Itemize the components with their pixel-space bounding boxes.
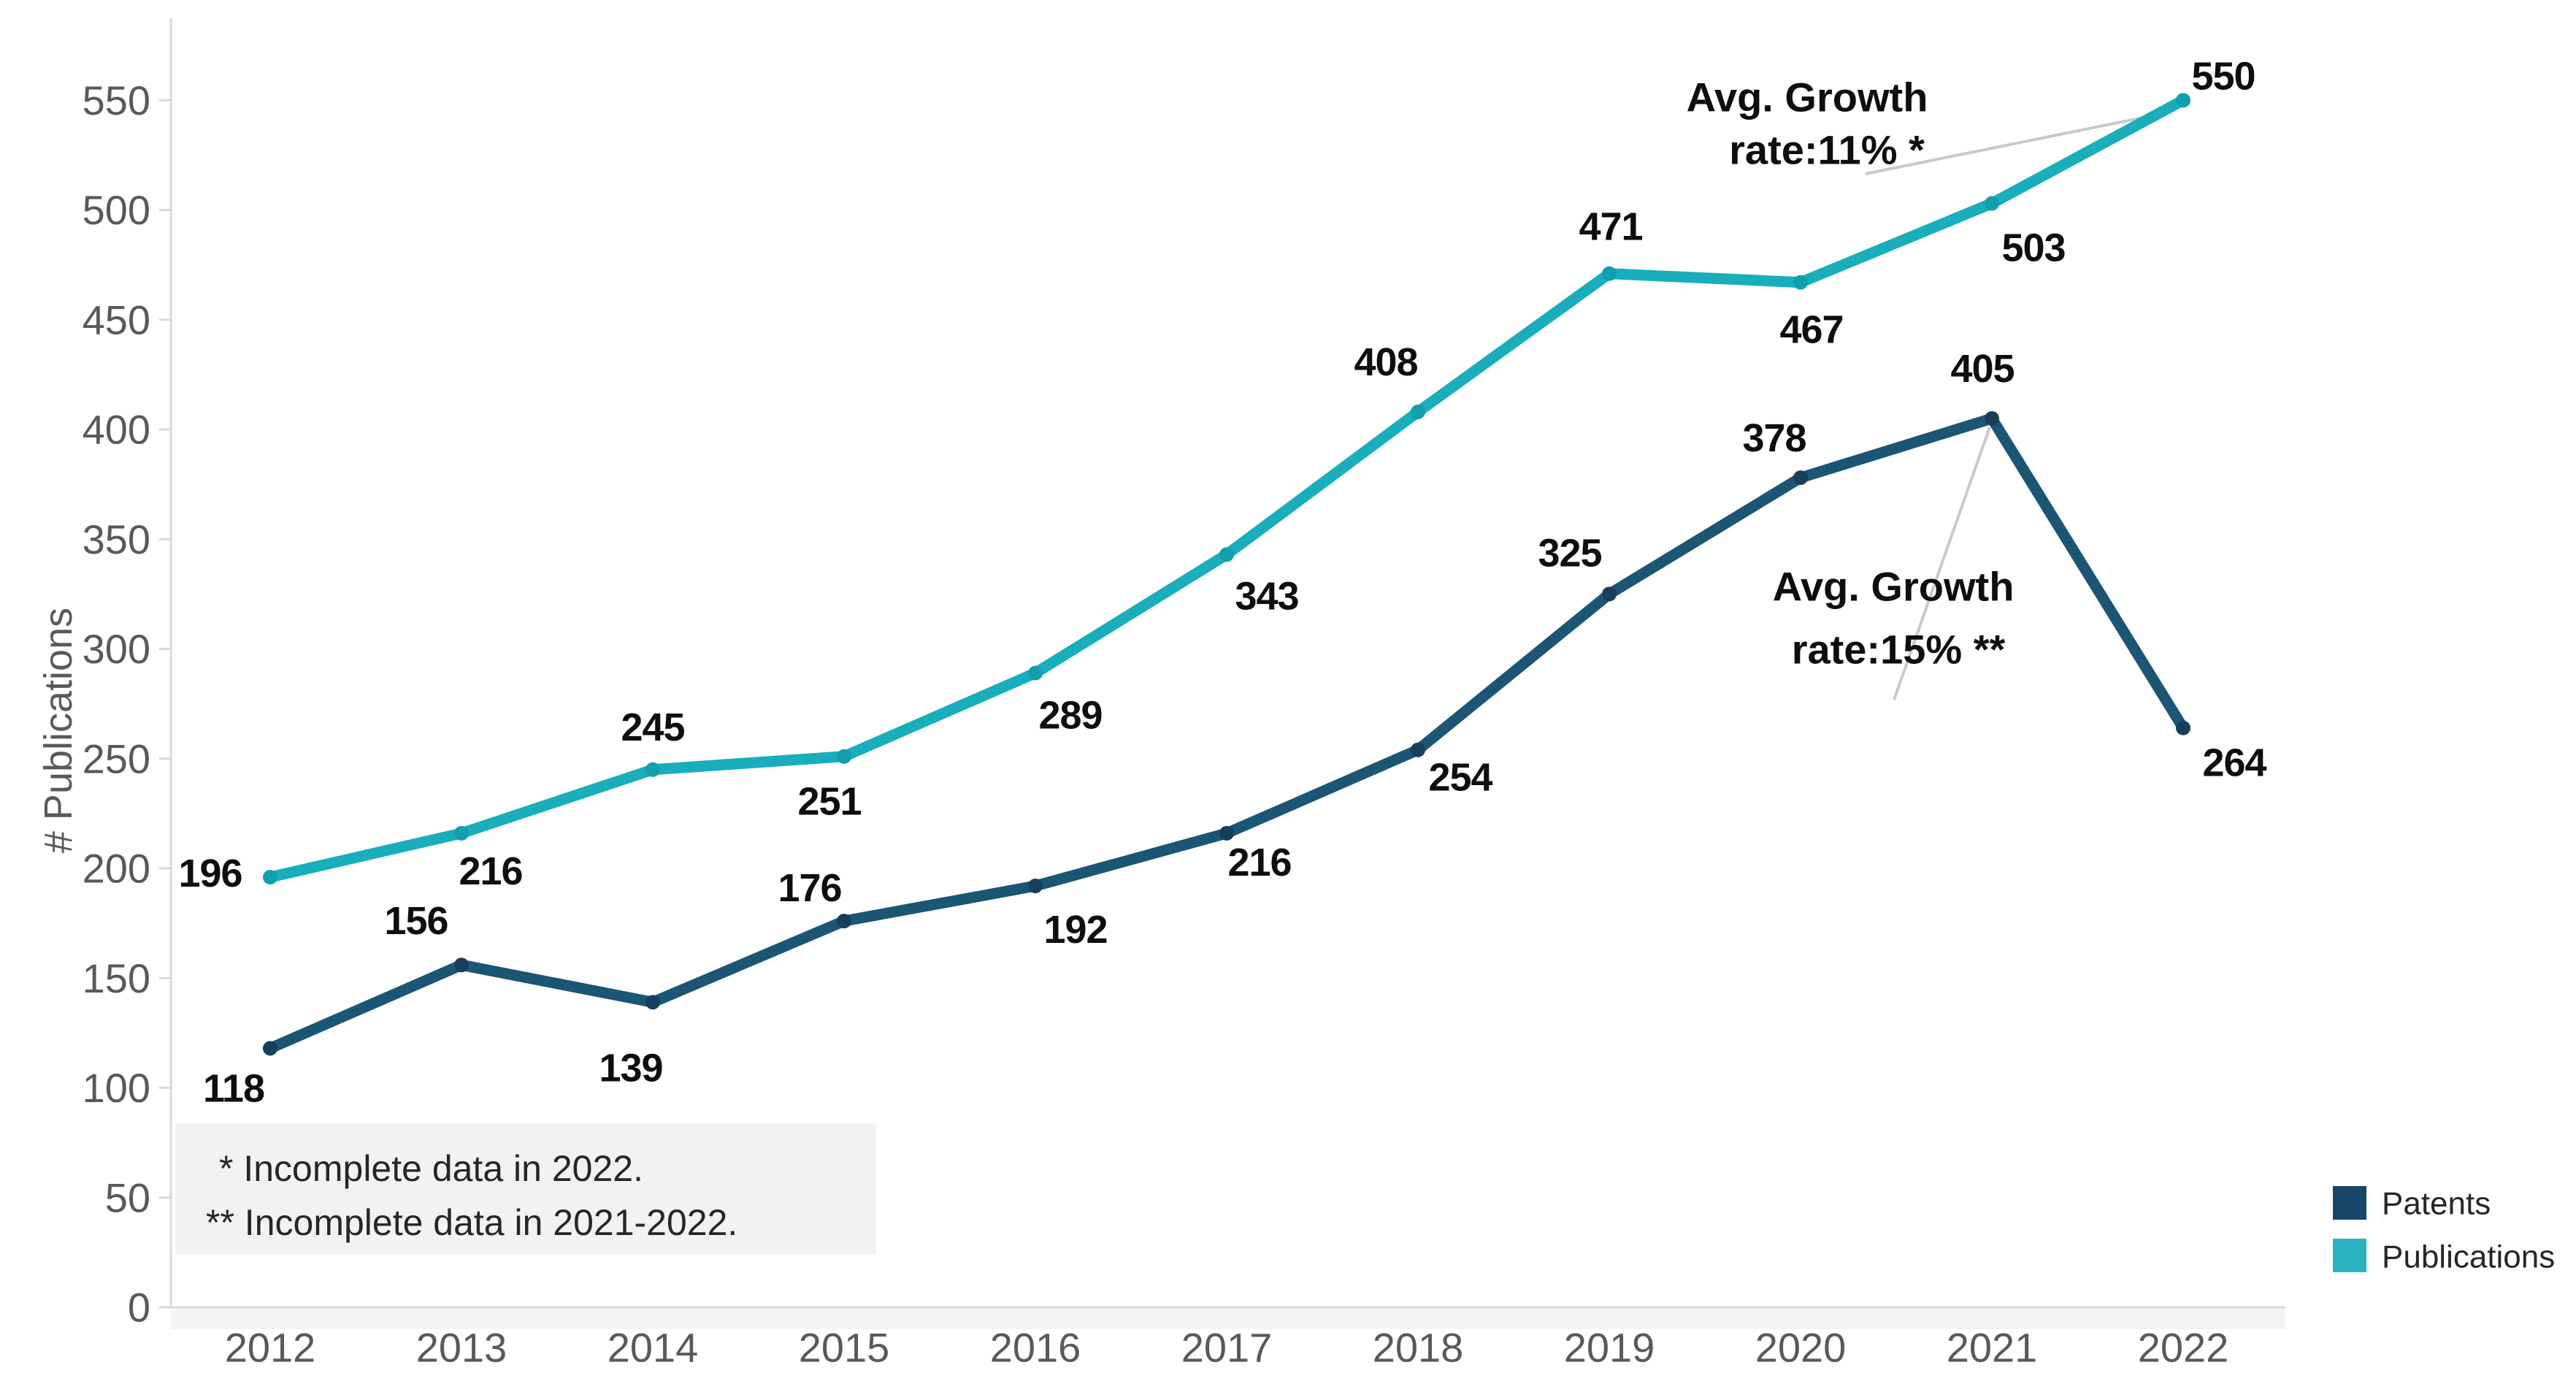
data-label-patents-2021: 405	[1950, 347, 2014, 391]
legend-label-patents: Patents	[2382, 1186, 2491, 1222]
data-point-patents-2021	[1985, 410, 1999, 426]
y-tick-label: 50	[105, 1174, 150, 1220]
x-axis-band	[171, 1309, 2285, 1329]
data-point-patents-2012	[263, 1041, 277, 1056]
data-point-publications-2014	[645, 762, 660, 777]
data-label-publications-2021: 503	[2001, 226, 2065, 269]
data-point-patents-2014	[645, 995, 660, 1010]
annotation-leader-patents	[1893, 427, 1991, 700]
data-point-patents-2016	[1028, 879, 1043, 894]
x-tick-label: 2015	[799, 1325, 890, 1371]
data-label-patents-2020: 378	[1742, 416, 1806, 460]
data-label-patents-2017: 216	[1227, 841, 1291, 884]
data-point-publications-2016	[1028, 665, 1043, 681]
data-point-publications-2013	[454, 825, 469, 841]
data-label-patents-2015: 176	[778, 866, 841, 910]
y-axis-title: # Publications	[37, 608, 80, 853]
data-point-patents-2019	[1602, 586, 1617, 602]
data-point-publications-2020	[1793, 275, 1808, 290]
x-tick-label: 2017	[1181, 1325, 1273, 1371]
x-tick-label: 2021	[1947, 1325, 2038, 1371]
data-point-patents-2017	[1219, 825, 1234, 841]
data-label-publications-2019: 471	[1579, 205, 1642, 249]
y-tick-label: 250	[83, 735, 150, 781]
data-point-publications-2015	[837, 749, 851, 764]
x-axis-labels: 2012 2013 2014 2015 2016 2017 2018 2019 2020 2021…	[225, 1325, 2229, 1371]
x-tick-label: 2012	[225, 1325, 316, 1371]
annotation-leader-publications	[1865, 114, 2155, 175]
data-label-publications-2018: 408	[1354, 340, 1417, 384]
x-tick-label: 2013	[416, 1325, 507, 1371]
legend-swatch-publications	[2333, 1239, 2366, 1272]
data-label-publications-2022: 550	[2191, 54, 2255, 98]
annotation-publications-growth: Avg. Growth rate:11% *	[1687, 74, 1928, 173]
data-point-patents-2015	[837, 914, 851, 929]
x-tick-label: 2019	[1564, 1325, 1655, 1371]
data-point-publications-2022	[2176, 93, 2190, 108]
data-label-publications-2014: 245	[621, 706, 684, 749]
data-label-publications-2020: 467	[1779, 308, 1843, 352]
y-tick-label: 350	[83, 516, 150, 562]
y-tick-label: 200	[83, 846, 150, 892]
footnote-line1: * Incomplete data in 2022.	[219, 1148, 643, 1189]
data-label-patents-2018: 254	[1428, 756, 1492, 800]
data-point-patents-2022	[2176, 720, 2190, 735]
y-axis-ticks: 0 50 100 150 200 250 300 350 400 450 500 550	[83, 77, 172, 1331]
y-tick-label: 550	[83, 77, 150, 123]
legend-label-publications: Publications	[2382, 1239, 2555, 1275]
x-tick-label: 2014	[607, 1325, 699, 1371]
data-label-publications-2017: 343	[1235, 574, 1298, 618]
data-label-patents-2012: 118	[203, 1066, 264, 1110]
data-label-publications-2013: 216	[459, 849, 522, 893]
annotation-patents-growth: Avg. Growth rate:15% **	[1773, 564, 2015, 673]
series-line-publications	[269, 95, 2186, 883]
y-tick-label: 500	[83, 187, 150, 233]
annotation-publications-line2: rate:11% *	[1729, 127, 1925, 173]
data-point-publications-2018	[1411, 404, 1425, 419]
annotation-patents-line2: rate:15% **	[1792, 627, 2006, 673]
x-tick-label: 2016	[990, 1325, 1081, 1371]
data-label-patents-2014: 139	[599, 1046, 662, 1090]
annotation-publications-line1: Avg. Growth	[1687, 74, 1928, 121]
data-label-patents-2022: 264	[2202, 741, 2266, 785]
data-point-publications-2012	[263, 870, 277, 885]
data-point-publications-2017	[1219, 547, 1234, 562]
legend: Patents Publications	[2333, 1186, 2555, 1275]
y-tick-label: 400	[83, 407, 150, 453]
y-tick-label: 100	[83, 1065, 150, 1111]
data-label-publications-2015: 251	[797, 780, 861, 824]
data-label-patents-2013: 156	[384, 899, 448, 943]
series-line-patents	[268, 412, 2188, 1054]
data-label-patents-2019: 325	[1538, 531, 1601, 575]
y-tick-label: 0	[128, 1285, 150, 1331]
x-tick-label: 2018	[1373, 1325, 1464, 1371]
data-label-patents-2016: 192	[1043, 908, 1107, 952]
data-point-patents-2013	[454, 957, 469, 973]
y-tick-label: 150	[83, 955, 150, 1001]
data-label-publications-2012: 196	[178, 852, 242, 895]
footnote-line2: ** Incomplete data in 2021-2022.	[206, 1202, 737, 1243]
x-tick-label: 2022	[2138, 1325, 2229, 1371]
y-tick-label: 450	[83, 297, 150, 343]
legend-swatch-patents	[2333, 1186, 2366, 1220]
data-point-patents-2020	[1793, 470, 1808, 486]
footnote-background	[175, 1123, 876, 1255]
series-markers	[263, 93, 2190, 1056]
annotation-patents-line1: Avg. Growth	[1773, 564, 2015, 610]
data-point-publications-2019	[1602, 266, 1617, 281]
data-label-publications-2016: 289	[1038, 694, 1102, 738]
data-point-patents-2018	[1411, 742, 1425, 757]
x-tick-label: 2020	[1755, 1325, 1847, 1371]
series-data-labels: 118 156 139 176 192 216 254 325 378 405 264 196 216 2…	[178, 54, 2267, 1110]
y-tick-label: 300	[83, 626, 150, 672]
footnote-box: * Incomplete data in 2022. ** Incomplete…	[175, 1123, 876, 1255]
data-point-publications-2021	[1985, 196, 1999, 211]
